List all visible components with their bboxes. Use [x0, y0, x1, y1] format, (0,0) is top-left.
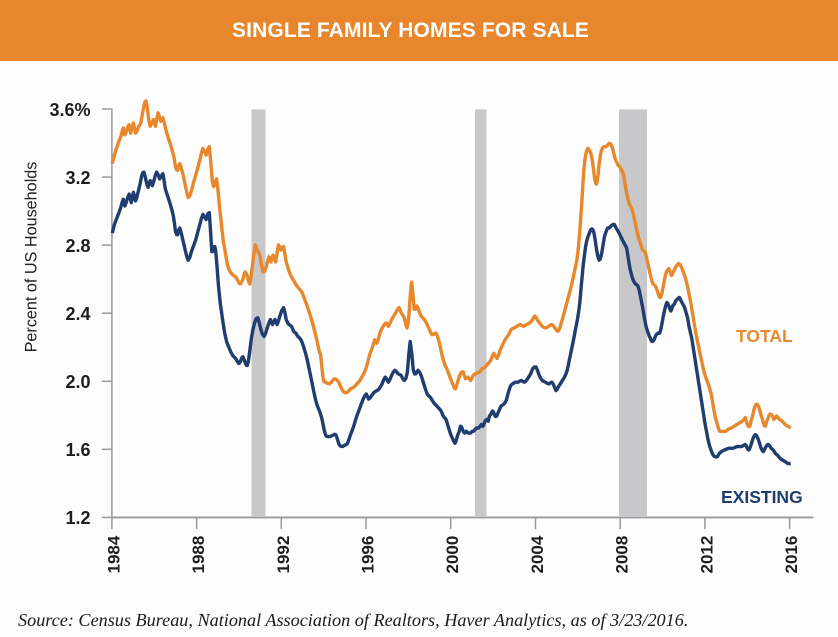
svg-text:1996: 1996: [359, 536, 378, 574]
svg-text:2.0: 2.0: [65, 372, 90, 392]
svg-text:1984: 1984: [104, 535, 123, 573]
svg-text:3.2: 3.2: [65, 168, 90, 188]
svg-text:1.6: 1.6: [65, 440, 90, 460]
svg-text:3.6%: 3.6%: [49, 100, 90, 120]
svg-text:2012: 2012: [697, 536, 716, 574]
svg-text:Percent of US Households: Percent of US Households: [23, 162, 41, 353]
svg-text:2004: 2004: [528, 535, 547, 573]
svg-text:1992: 1992: [274, 536, 293, 574]
svg-text:2000: 2000: [443, 536, 462, 574]
svg-text:2016: 2016: [782, 536, 801, 574]
svg-text:1.2: 1.2: [65, 508, 90, 528]
svg-text:2.4: 2.4: [65, 304, 90, 324]
svg-text:2.8: 2.8: [65, 236, 90, 256]
svg-text:TOTAL: TOTAL: [736, 326, 793, 346]
svg-text:EXISTING: EXISTING: [721, 487, 803, 507]
svg-text:2008: 2008: [613, 536, 632, 574]
svg-text:1988: 1988: [189, 536, 208, 574]
